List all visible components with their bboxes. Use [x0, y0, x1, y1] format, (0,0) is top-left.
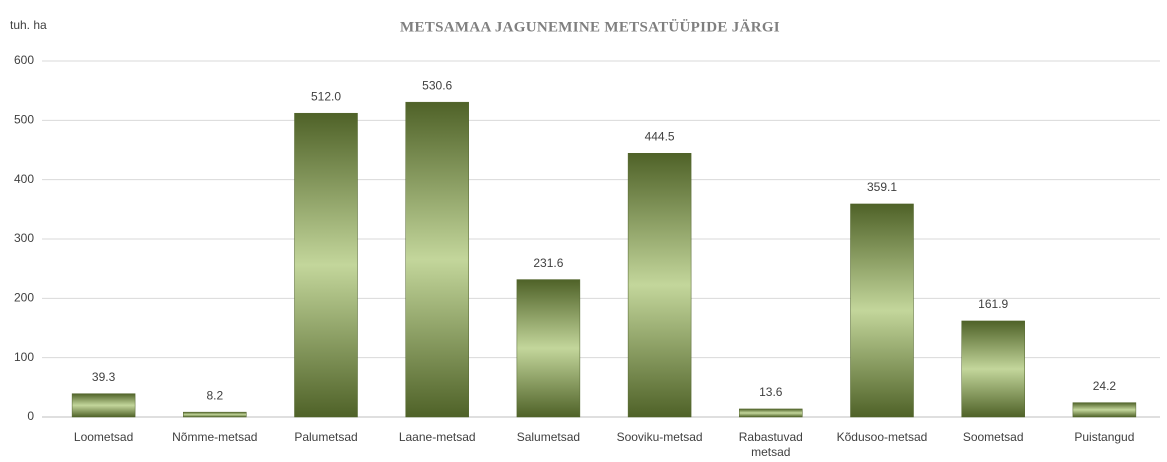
data-label: 13.6: [759, 385, 783, 399]
bar: [850, 203, 914, 418]
bar: [961, 320, 1025, 418]
data-label: 359.1: [867, 180, 897, 194]
x-tick-label: Salumetsad: [516, 430, 581, 444]
y-tick-label: 500: [14, 113, 34, 127]
y-tick-label: 100: [14, 350, 34, 364]
bar: [183, 411, 247, 418]
y-tick-label: 200: [14, 291, 34, 305]
x-tick-label: Palumetsad: [294, 430, 358, 444]
data-label: 512.0: [311, 89, 341, 103]
bar: [739, 408, 803, 418]
bar: [294, 112, 358, 418]
data-label: 231.6: [533, 256, 563, 270]
data-label: 8.2: [206, 388, 223, 402]
bar: [71, 393, 136, 418]
x-tick-label: Nõmme-metsad: [172, 430, 258, 444]
bar: [405, 101, 469, 418]
y-axis-label: tuh. ha: [10, 18, 47, 32]
x-tick-label: Loometsad: [73, 430, 134, 444]
x-tick-label: Soometsad: [962, 430, 1024, 444]
x-tick-label: Puistangud: [1074, 430, 1135, 444]
y-tick-label: 0: [27, 409, 34, 423]
x-tick-label: Rabastuvad metsad: [738, 430, 803, 459]
data-label: 161.9: [978, 297, 1008, 311]
y-tick-label: 300: [14, 231, 34, 245]
chart-title: METSAMAA JAGUNEMINE METSATÜÜPIDE JÄRGI: [400, 18, 780, 35]
data-label: 444.5: [645, 129, 675, 143]
x-tick-label: Laane-metsad: [398, 430, 476, 444]
data-label: 530.6: [422, 78, 452, 92]
data-label: 39.3: [92, 370, 116, 384]
y-tick-label: 600: [14, 53, 34, 67]
bar: [627, 153, 692, 418]
data-label: 24.2: [1093, 379, 1117, 393]
bar: [1072, 402, 1137, 418]
x-tick-label: Kõdusoo-metsad: [836, 430, 928, 444]
x-tick-label: Sooviku-metsad: [616, 430, 703, 444]
y-tick-label: 400: [14, 172, 34, 186]
bar: [516, 279, 581, 418]
